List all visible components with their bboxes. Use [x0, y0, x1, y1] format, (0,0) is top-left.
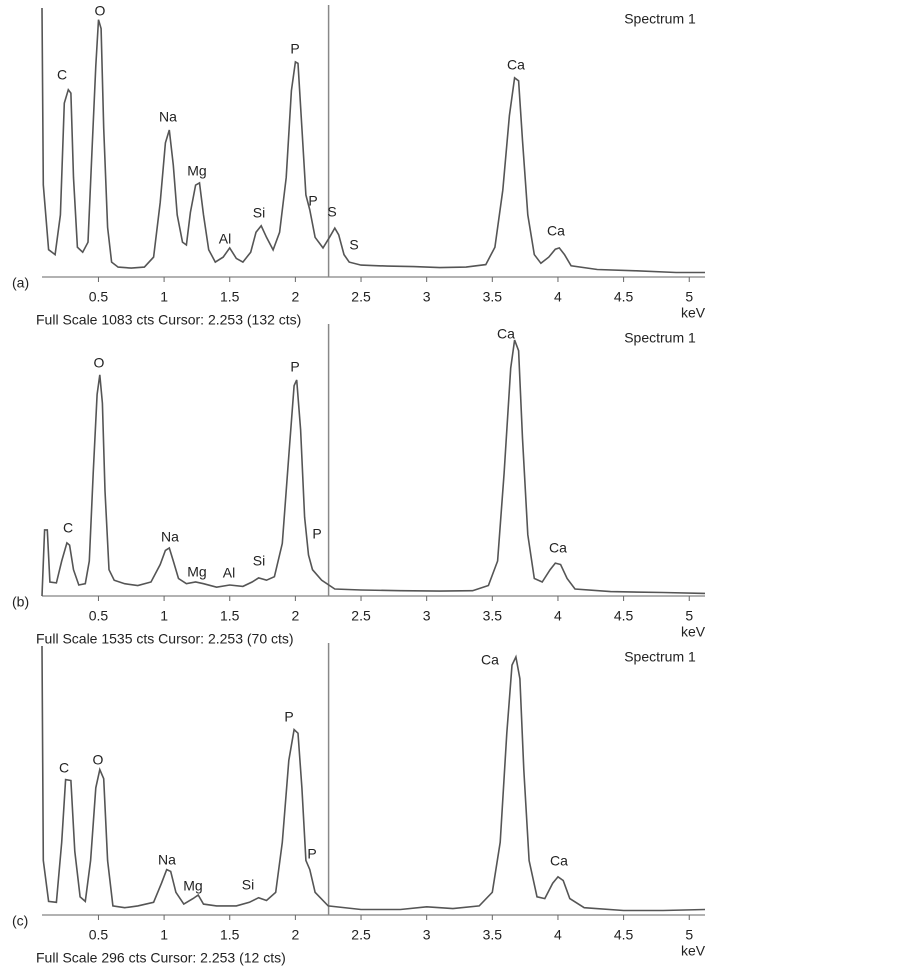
spectrum-line [41, 7, 705, 274]
peak-label: C [57, 67, 67, 83]
x-tick-label: 4 [554, 289, 562, 305]
x-tick-label: 0.5 [89, 927, 109, 943]
peak-label: P [284, 709, 293, 725]
spectrum-line [41, 645, 706, 912]
peak-label: Ca [481, 652, 499, 668]
peak-label: Na [159, 109, 177, 125]
x-tick-label: 0.5 [89, 289, 109, 305]
x-tick-label: 3.5 [483, 608, 503, 624]
peak-label: C [63, 520, 73, 536]
x-tick-label: 1.5 [220, 608, 240, 624]
x-tick-label: 1.5 [220, 289, 240, 305]
peak-label: Mg [187, 564, 206, 580]
x-tick-label: 2 [291, 927, 299, 943]
x-tick-label: 3 [423, 608, 431, 624]
peak-label: Mg [183, 878, 202, 894]
spectrum-title: Spectrum 1 [624, 649, 696, 665]
peak-label: P [290, 41, 299, 57]
spectrum-title: Spectrum 1 [624, 330, 696, 346]
x-tick-label: 2.5 [351, 927, 371, 943]
peak-label: Ca [550, 853, 568, 869]
peak-label: Na [158, 852, 176, 868]
peak-label: P [308, 193, 317, 209]
x-axis-label: keV [681, 305, 706, 321]
peak-label: S [349, 237, 358, 253]
x-tick-label: 3.5 [483, 289, 503, 305]
peak-label: Ca [497, 326, 515, 342]
x-tick-label: 1 [160, 289, 168, 305]
peak-label: O [94, 355, 105, 371]
peak-label: Si [253, 553, 265, 569]
panel-label: (c) [12, 913, 28, 929]
peak-label: Si [253, 205, 265, 221]
peak-label: Na [161, 529, 179, 545]
x-tick-label: 4.5 [614, 608, 634, 624]
x-axis-label: keV [681, 624, 706, 640]
x-tick-label: 2 [291, 608, 299, 624]
peak-label: Al [219, 231, 231, 247]
x-tick-label: 4 [554, 608, 562, 624]
peak-label: Al [223, 565, 235, 581]
x-tick-label: 0.5 [89, 608, 109, 624]
peak-label: Ca [507, 57, 525, 73]
peak-label: S [327, 204, 336, 220]
x-tick-label: 1.5 [220, 927, 240, 943]
panel-label: (b) [12, 594, 29, 610]
peak-label: C [59, 760, 69, 776]
x-tick-label: 5 [685, 927, 693, 943]
panel-label: (a) [12, 275, 29, 291]
peak-label: Ca [547, 223, 565, 239]
x-tick-label: 5 [685, 608, 693, 624]
spectrum-line [41, 339, 706, 597]
peak-label: O [93, 752, 104, 768]
x-tick-label: 4.5 [614, 927, 634, 943]
peak-label: Ca [549, 540, 567, 556]
x-tick-label: 4 [554, 927, 562, 943]
peak-label: P [312, 526, 321, 542]
x-tick-label: 2.5 [351, 608, 371, 624]
x-tick-label: 4.5 [614, 289, 634, 305]
peak-label: O [95, 3, 106, 19]
x-tick-label: 3 [423, 289, 431, 305]
peak-label: P [307, 846, 316, 862]
x-tick-label: 2.5 [351, 289, 371, 305]
spectrum-title: Spectrum 1 [624, 11, 696, 27]
x-tick-label: 5 [685, 289, 693, 305]
footer: Full Scale 1083 cts Cursor: 2.253 (132 c… [36, 312, 301, 328]
x-tick-label: 1 [160, 927, 168, 943]
peak-label: Si [242, 877, 254, 893]
footer: Full Scale 1535 cts Cursor: 2.253 (70 ct… [36, 631, 294, 647]
x-tick-label: 3 [423, 927, 431, 943]
x-tick-label: 2 [291, 289, 299, 305]
x-axis-label: keV [681, 943, 706, 959]
peak-label: P [290, 359, 299, 375]
x-tick-label: 1 [160, 608, 168, 624]
footer: Full Scale 296 cts Cursor: 2.253 (12 cts… [36, 950, 286, 966]
peak-label: Mg [187, 163, 206, 179]
x-tick-label: 3.5 [483, 927, 503, 943]
